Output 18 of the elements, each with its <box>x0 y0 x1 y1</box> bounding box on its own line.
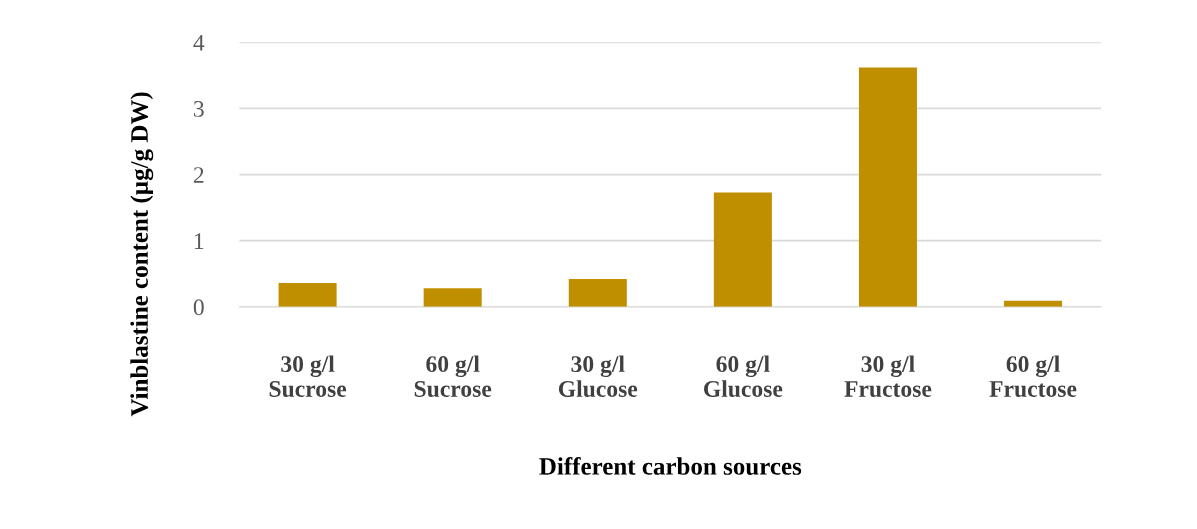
x-tick-label: 30 g/l Glucose <box>558 355 638 397</box>
bar <box>278 283 337 307</box>
bar <box>858 67 917 307</box>
x-axis-title: Different carbon sources <box>539 457 802 475</box>
y-tick-label: 1 <box>194 233 204 249</box>
x-tick-label: 60 g/l Sucrose <box>414 355 492 397</box>
x-tick-label: 60 g/l Fructose <box>989 355 1077 397</box>
y-tick-label: 4 <box>193 34 205 51</box>
bar <box>568 279 627 307</box>
y-tick-label: 0 <box>193 299 204 316</box>
x-tick-label: 60 g/l Glucose <box>704 355 783 397</box>
x-tick-label: 30 g/l Sucrose <box>269 355 347 397</box>
y-tick-label: 3 <box>194 101 204 117</box>
bar <box>713 192 772 307</box>
y-axis-title: Vinblastine content (µg/g DW) <box>130 92 154 417</box>
x-tick-label: 30 g/l Fructose <box>844 355 932 397</box>
y-tick-label: 2 <box>193 167 204 183</box>
bar <box>423 288 482 307</box>
